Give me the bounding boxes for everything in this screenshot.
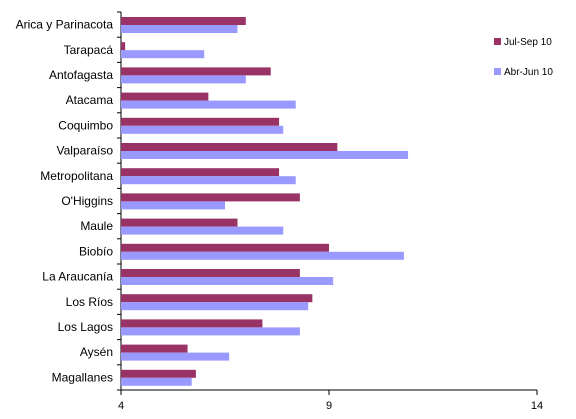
bar-abr-jun (121, 151, 409, 159)
category-label: Biobío (79, 244, 113, 258)
bar-abr-jun (121, 226, 284, 235)
x-tick-label: 4 (118, 400, 124, 412)
bar-jul-sep (121, 17, 246, 25)
category-label: Valparaíso (57, 144, 114, 158)
category-label: Antofagasta (49, 68, 113, 82)
bar-jul-sep (121, 117, 280, 126)
bar-jul-sep (121, 294, 313, 303)
bar-jul-sep (121, 67, 271, 76)
bar-jul-sep (121, 92, 209, 101)
category-label: Los Lagos (58, 320, 113, 334)
bar-abr-jun (121, 302, 309, 311)
bar-abr-jun (121, 327, 300, 336)
legend-label: Abr-Jun 10 (504, 67, 553, 78)
bar-jul-sep (121, 344, 188, 353)
chart-legend: Jul-Sep 10 Abr-Jun 10 (494, 37, 553, 78)
bar-abr-jun (121, 377, 192, 386)
bar-jul-sep (121, 218, 238, 227)
category-label: Aysén (80, 345, 113, 359)
x-tick-label: 9 (326, 400, 332, 412)
bar-jul-sep (121, 143, 338, 151)
bar-abr-jun (121, 25, 238, 33)
legend-swatch (494, 38, 501, 45)
x-tick-label: 14 (531, 400, 543, 412)
bar-abr-jun (121, 176, 296, 185)
legend-label: Jul-Sep 10 (504, 37, 552, 48)
bar-abr-jun (121, 251, 404, 260)
category-label: Tarapacá (64, 43, 114, 57)
bar-jul-sep (121, 369, 196, 378)
bar-jul-sep (121, 42, 126, 51)
bar-abr-jun (121, 201, 225, 210)
bar-jul-sep (121, 168, 280, 177)
category-label: Magallanes (52, 370, 113, 384)
bar-abr-jun (121, 75, 246, 84)
category-label: O'Higgins (61, 194, 113, 208)
chart-bars (121, 17, 409, 386)
bar-jul-sep (121, 319, 263, 328)
category-label: Atacama (66, 93, 114, 107)
bar-jul-sep (121, 193, 300, 202)
category-label: Los Ríos (66, 295, 113, 309)
bar-abr-jun (121, 277, 334, 285)
category-label: La Araucanía (42, 270, 113, 284)
bar-abr-jun (121, 50, 205, 59)
x-axis-ticks: 4 9 14 (118, 390, 543, 412)
legend-swatch (494, 68, 501, 75)
category-label: Arica y Parinacota (16, 18, 114, 32)
bar-jul-sep (121, 269, 300, 277)
bar-jul-sep (121, 243, 329, 252)
category-labels: Arica y Parinacota Tarapacá Antofagasta Ata… (16, 18, 114, 385)
category-label: Maule (80, 219, 113, 233)
bar-abr-jun (121, 125, 284, 134)
bar-abr-jun (121, 352, 230, 361)
bar-abr-jun (121, 100, 296, 109)
category-label: Coquimbo (58, 118, 113, 132)
category-label: Metropolitana (40, 169, 113, 183)
